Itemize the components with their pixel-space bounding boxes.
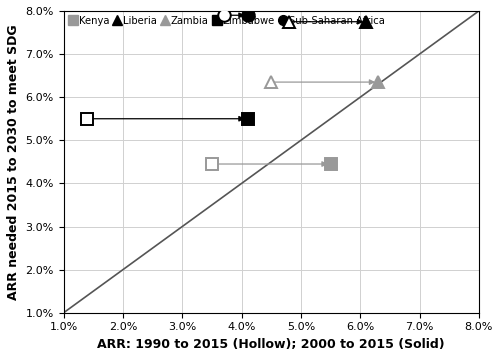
- X-axis label: ARR: 1990 to 2015 (Hollow); 2000 to 2015 (Solid): ARR: 1990 to 2015 (Hollow); 2000 to 2015…: [98, 338, 445, 351]
- Legend: Kenya, Liberia, Zambia, Zimbabwe, Sub-Saharan Africa: Kenya, Liberia, Zambia, Zimbabwe, Sub-Sa…: [68, 16, 385, 26]
- Y-axis label: ARR needed 2015 to 2030 to meet SDG: ARR needed 2015 to 2030 to meet SDG: [7, 24, 20, 300]
